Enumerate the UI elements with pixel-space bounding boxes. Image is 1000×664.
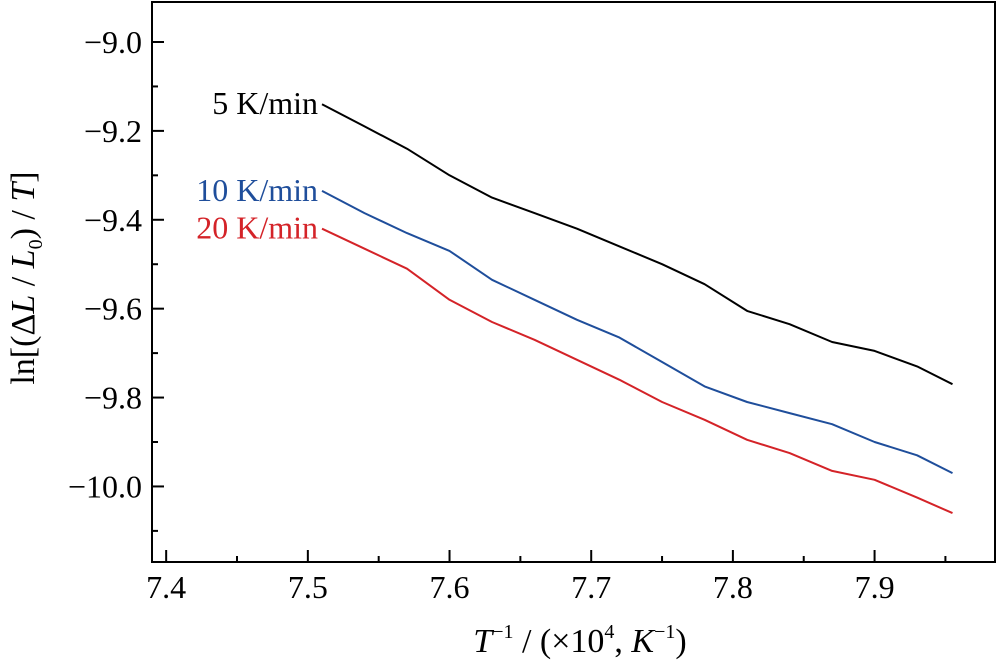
y-tick-label: −9.8 xyxy=(84,380,142,416)
y-tick-label: −9.2 xyxy=(84,113,142,149)
series-line-1 xyxy=(321,190,953,474)
x-axis-label: T−1 / (×104, K−1) xyxy=(473,621,686,660)
x-tick-label: 7.7 xyxy=(571,569,611,605)
plot-lines xyxy=(321,103,953,515)
y-tick-label: −9.4 xyxy=(84,202,142,238)
x-tick-label: 7.5 xyxy=(288,569,328,605)
y-tick-label: −9.0 xyxy=(84,24,142,60)
y-tick-label: −10.0 xyxy=(68,468,142,504)
series-label-1: 10 K/min xyxy=(196,172,318,208)
plot-frame xyxy=(151,1,996,563)
x-tick-label: 7.6 xyxy=(430,569,470,605)
x-tick-label: 7.4 xyxy=(146,569,186,605)
series-line-0 xyxy=(321,103,953,386)
y-axis: −9.0 −9.2 −9.4 −9.6 −9.8 −10.0 xyxy=(68,24,164,532)
series-label-2: 20 K/min xyxy=(196,210,318,246)
x-tick-label: 7.8 xyxy=(713,569,753,605)
y-axis-label: ln[(ΔL / L0) / T] xyxy=(5,171,47,384)
x-axis: 7.4 7.5 7.6 7.7 7.8 7.9 xyxy=(146,550,947,605)
x-tick-label: 7.9 xyxy=(855,569,895,605)
y-tick-label: −9.6 xyxy=(84,291,142,327)
series-label-0: 5 K/min xyxy=(212,85,318,121)
series-line-2 xyxy=(321,227,953,515)
